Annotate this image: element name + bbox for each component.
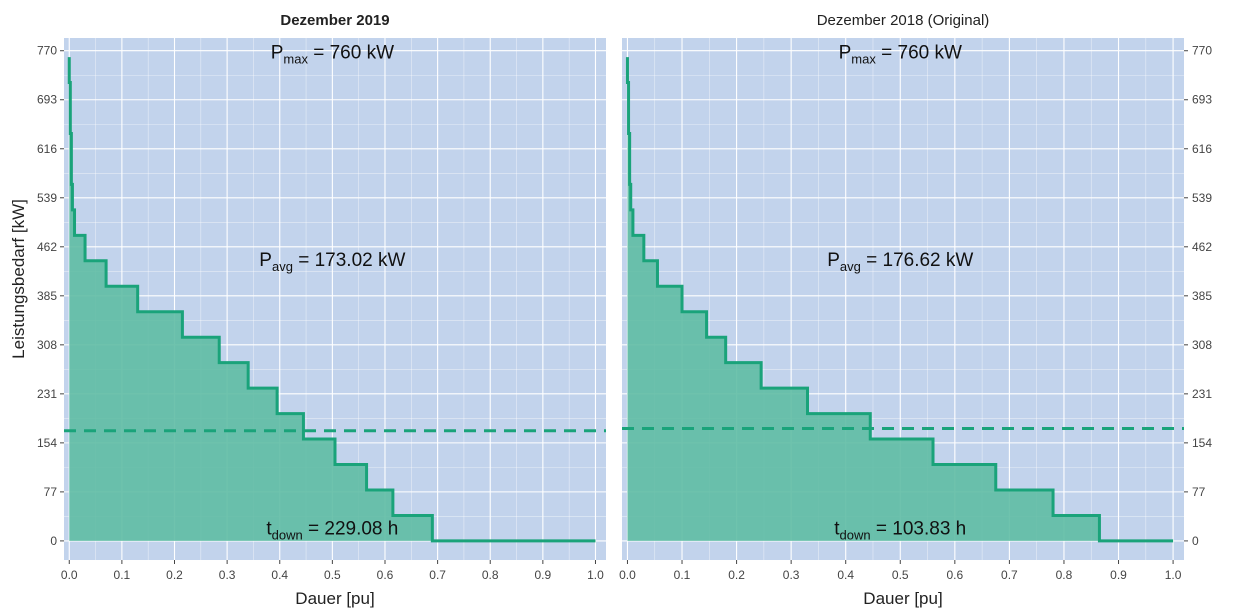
y-tick-label: 77 bbox=[1192, 485, 1206, 499]
x-tick-label: 0.8 bbox=[1056, 568, 1073, 582]
load-duration-line bbox=[67, 57, 596, 543]
annotation-tdown-sub: down bbox=[272, 528, 303, 543]
y-tick-label: 693 bbox=[37, 93, 57, 107]
x-tick-label: 0.4 bbox=[271, 568, 288, 582]
x-tick-label: 0.9 bbox=[535, 568, 552, 582]
annotation-pmax-base: P bbox=[839, 42, 852, 63]
y-tick-label: 462 bbox=[1192, 240, 1212, 254]
y-tick-label: 154 bbox=[37, 436, 57, 450]
y-tick-label: 308 bbox=[37, 338, 57, 352]
annotation-pmax-rest: = 760 kW bbox=[876, 42, 962, 63]
x-axis-label: Dauer [pu] bbox=[863, 589, 942, 608]
y-tick-label: 770 bbox=[37, 44, 57, 58]
x-tick-label: 0.4 bbox=[837, 568, 854, 582]
annotation-pavg-sub: avg bbox=[272, 259, 293, 274]
annotation-pavg: Pavg = 176.62 kW bbox=[827, 250, 973, 274]
load-duration-area bbox=[69, 57, 596, 541]
load-duration-line bbox=[625, 57, 1174, 543]
x-tick-label: 0.1 bbox=[114, 568, 131, 582]
x-tick-label: 1.0 bbox=[587, 568, 604, 582]
y-tick-label: 77 bbox=[44, 485, 58, 499]
y-tick-label: 385 bbox=[37, 289, 57, 303]
annotation-pmax-base: P bbox=[271, 42, 284, 63]
x-tick-label: 0.2 bbox=[728, 568, 745, 582]
annotation-pmax: Pmax = 760 kW bbox=[271, 42, 394, 66]
annotation-tdown-base: t bbox=[834, 519, 840, 540]
annotation-tdown-rest: = 229.08 h bbox=[303, 519, 399, 540]
x-tick-label: 0.6 bbox=[946, 568, 963, 582]
annotation-tdown-base: t bbox=[266, 519, 272, 540]
x-tick-label: 0.7 bbox=[1001, 568, 1018, 582]
y-tick-label: 616 bbox=[1192, 142, 1212, 156]
annotation-pavg: Pavg = 173.02 kW bbox=[259, 250, 405, 274]
x-tick-label: 0.6 bbox=[377, 568, 394, 582]
y-tick-label: 539 bbox=[1192, 191, 1212, 205]
annotation-pavg-rest: = 173.02 kW bbox=[293, 250, 406, 271]
x-tick-label: 0.8 bbox=[482, 568, 499, 582]
annotation-pavg-base: P bbox=[827, 250, 840, 271]
y-tick-label: 385 bbox=[1192, 289, 1212, 303]
y-tick-label: 308 bbox=[1192, 338, 1212, 352]
y-tick-label: 0 bbox=[1192, 534, 1199, 548]
x-tick-label: 1.0 bbox=[1165, 568, 1182, 582]
x-tick-label: 0.5 bbox=[892, 568, 909, 582]
y-tick-label: 231 bbox=[1192, 387, 1212, 401]
annotation-pavg-sub: avg bbox=[840, 259, 861, 274]
y-tick-label: 539 bbox=[37, 191, 57, 205]
x-tick-label: 0.7 bbox=[429, 568, 446, 582]
x-tick-label: 0.0 bbox=[619, 568, 636, 582]
chart-title: Dezember 2019 bbox=[280, 12, 389, 29]
x-tick-label: 0.3 bbox=[219, 568, 236, 582]
y-tick-label: 462 bbox=[37, 240, 57, 254]
annotation-pmax-sub: max bbox=[283, 51, 308, 66]
y-tick-label: 770 bbox=[1192, 44, 1212, 58]
y-axis-label: Leistungsbedarf [kW] bbox=[9, 199, 28, 359]
annotation-pmax: Pmax = 760 kW bbox=[839, 42, 962, 66]
annotation-pavg-base: P bbox=[259, 250, 272, 271]
annotation-pmax-sub: max bbox=[851, 51, 876, 66]
x-tick-label: 0.3 bbox=[783, 568, 800, 582]
x-tick-label: 0.2 bbox=[166, 568, 183, 582]
x-tick-label: 0.0 bbox=[61, 568, 78, 582]
y-tick-label: 231 bbox=[37, 387, 57, 401]
annotation-tdown: tdown = 229.08 h bbox=[266, 519, 398, 543]
annotation-pmax-rest: = 760 kW bbox=[308, 42, 394, 63]
load-duration-area bbox=[627, 57, 1174, 541]
y-tick-label: 616 bbox=[37, 142, 57, 156]
annotation-pavg-rest: = 176.62 kW bbox=[861, 250, 974, 271]
chart-title: Dezember 2018 (Original) bbox=[817, 12, 990, 29]
x-axis-label: Dauer [pu] bbox=[295, 589, 374, 608]
annotation-tdown: tdown = 103.83 h bbox=[834, 519, 966, 543]
x-tick-label: 0.9 bbox=[1110, 568, 1127, 582]
x-tick-label: 0.5 bbox=[324, 568, 341, 582]
annotation-tdown-sub: down bbox=[840, 528, 871, 543]
y-tick-label: 0 bbox=[50, 534, 57, 548]
annotation-tdown-rest: = 103.83 h bbox=[871, 519, 967, 540]
y-tick-label: 154 bbox=[1192, 436, 1212, 450]
x-tick-label: 0.1 bbox=[674, 568, 691, 582]
y-tick-label: 693 bbox=[1192, 93, 1212, 107]
